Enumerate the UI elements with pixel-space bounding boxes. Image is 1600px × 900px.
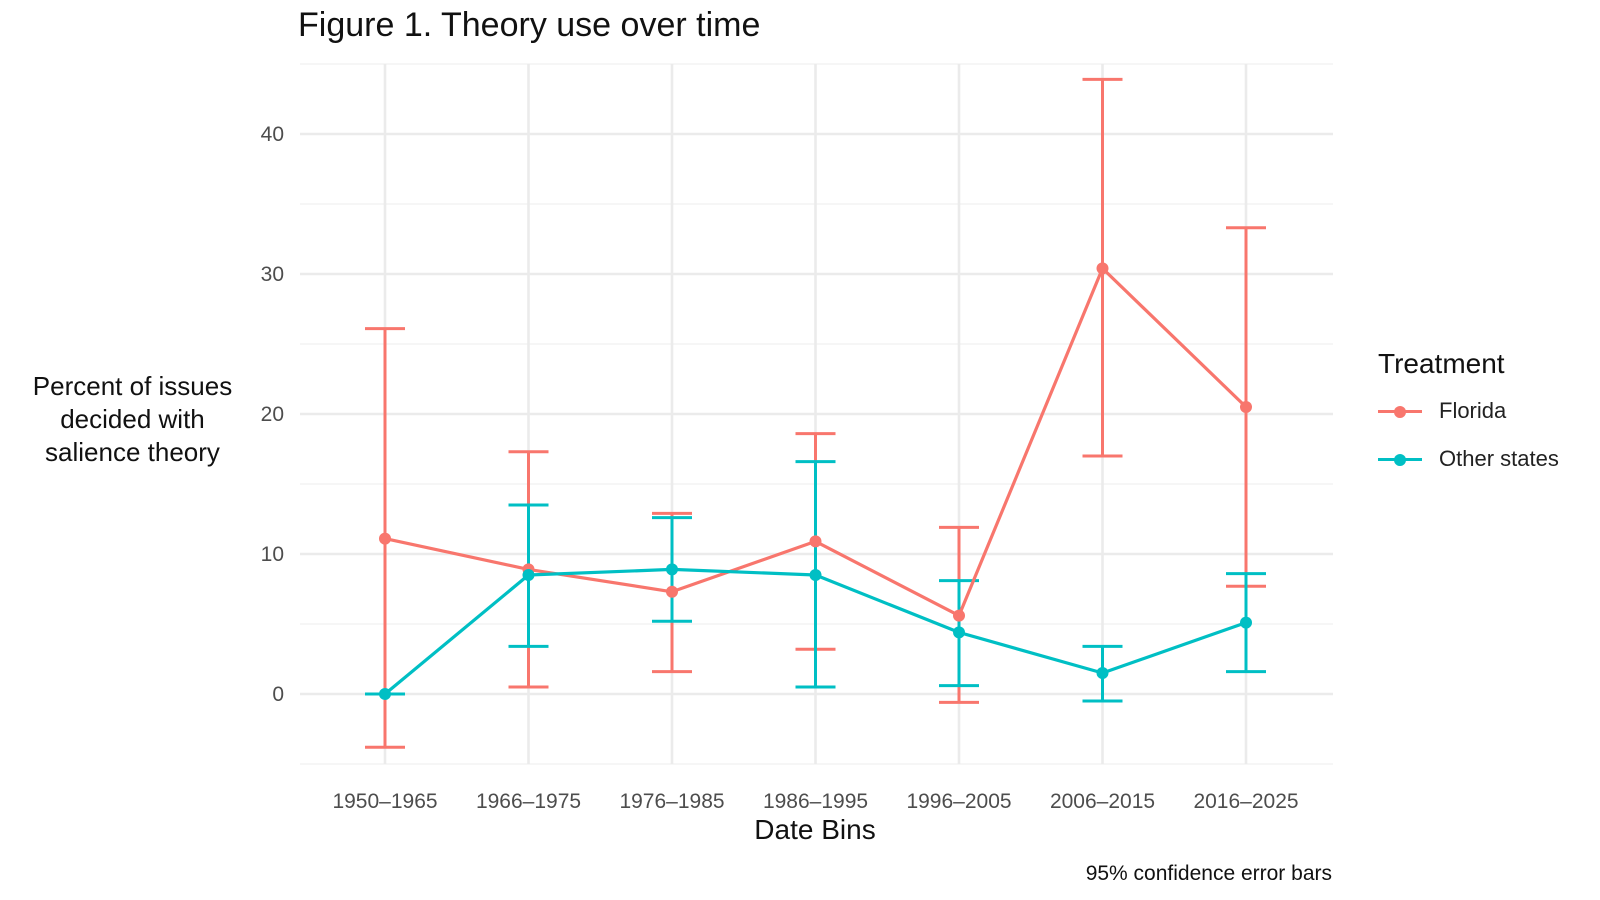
x-tick-label: 1986–1995 [763,790,868,813]
chart-title: Figure 1. Theory use over time [298,6,761,44]
data-point-other-states [1240,616,1252,629]
data-point-florida [809,535,822,548]
y-tick-label: 20 [261,403,284,426]
y-axis-label-line: Percent of issues [32,371,233,401]
x-axis-label: Date Bins [754,814,876,845]
data-point-other-states [953,626,965,639]
legend-label-other-states: Other states [1439,446,1559,471]
data-point-other-states [1096,667,1109,679]
legend-key-other-states [1378,448,1422,472]
y-axis-label-line: decided with [60,404,205,434]
legend-item-other-states: Other states [1378,442,1559,490]
y-axis-label-line: salience theory [45,437,220,467]
y-tick-label: 40 [261,123,284,146]
data-point-florida [1240,401,1252,413]
legend: Treatment Florida Other states [1378,348,1559,490]
data-point-florida [666,585,678,598]
legend-title: Treatment [1378,348,1505,379]
data-point-florida [1096,262,1109,275]
data-point-florida [953,609,965,622]
data-point-other-states [666,563,678,576]
x-tick-label: 1950–1965 [332,790,437,813]
x-tick-label: 1996–2005 [906,790,1011,813]
y-axis-label: Percent of issues decided with salience … [0,370,265,469]
data-point-other-states [379,688,391,700]
y-tick-label: 30 [261,263,284,286]
data-point-florida [379,532,391,545]
x-tick-label: 2016–2025 [1193,790,1298,813]
y-tick-label: 0 [272,683,284,706]
data-point-other-states [522,569,535,581]
x-tick-label: 1976–1985 [619,790,724,813]
legend-label-florida: Florida [1439,398,1507,423]
x-tick-label: 2006–2015 [1050,790,1155,813]
legend-key-florida [1378,400,1422,424]
data-point-other-states [809,569,822,581]
chart-caption: 95% confidence error bars [1085,862,1332,885]
y-tick-label: 10 [261,543,284,566]
legend-item-florida: Florida [1378,394,1507,442]
x-tick-label: 1966–1975 [476,790,581,813]
